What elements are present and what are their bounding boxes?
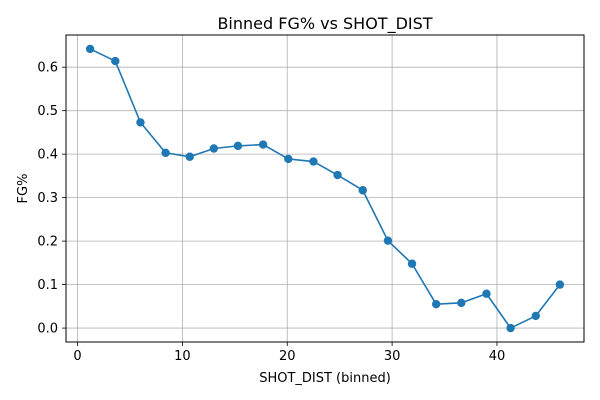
data-point: [431, 299, 441, 309]
data-point: [136, 118, 145, 127]
series-layer: [85, 44, 565, 333]
y-tick-label: 0.1: [37, 278, 58, 293]
x-axis-label: SHOT_DIST (binned): [259, 371, 391, 386]
data-point: [383, 236, 393, 245]
x-tick-label: 10: [174, 349, 191, 364]
x-tick-label: 40: [489, 349, 506, 364]
data-point: [358, 186, 367, 195]
data-point: [482, 289, 491, 298]
x-tick-label: 20: [279, 349, 296, 364]
data-point: [185, 152, 194, 161]
plot-frame: [65, 34, 585, 343]
data-point: [506, 323, 515, 333]
y-tick-label: 0.5: [37, 104, 58, 119]
y-tick-label: 0.3: [37, 191, 58, 206]
data-point: [531, 311, 540, 321]
data-point: [309, 157, 318, 166]
data-point: [161, 148, 170, 158]
data-point: [457, 298, 466, 308]
data-point: [333, 170, 342, 180]
y-tick-label: 0.0: [37, 322, 58, 337]
grid: [66, 35, 584, 342]
data-point: [555, 280, 565, 289]
data-point: [407, 259, 417, 268]
data-point: [258, 140, 268, 149]
data-point: [111, 56, 120, 66]
x-tick-label: 30: [384, 349, 401, 364]
data-point: [233, 141, 243, 151]
y-tick-label: 0.4: [37, 148, 58, 163]
data-point: [284, 154, 293, 164]
data-point: [209, 144, 219, 153]
y-tick-label: 0.2: [37, 235, 58, 250]
data-point: [85, 44, 95, 54]
chart-title: Binned FG% vs SHOT_DIST: [217, 14, 432, 34]
ticks: 0 10 20 30 40 0.0 0.1 0.2 0.3 0.4 0.5 0.6: [37, 61, 505, 364]
y-tick-label: 0.6: [37, 61, 58, 76]
x-tick-label: 0: [73, 349, 81, 364]
y-axis-label: FG%: [16, 174, 31, 204]
